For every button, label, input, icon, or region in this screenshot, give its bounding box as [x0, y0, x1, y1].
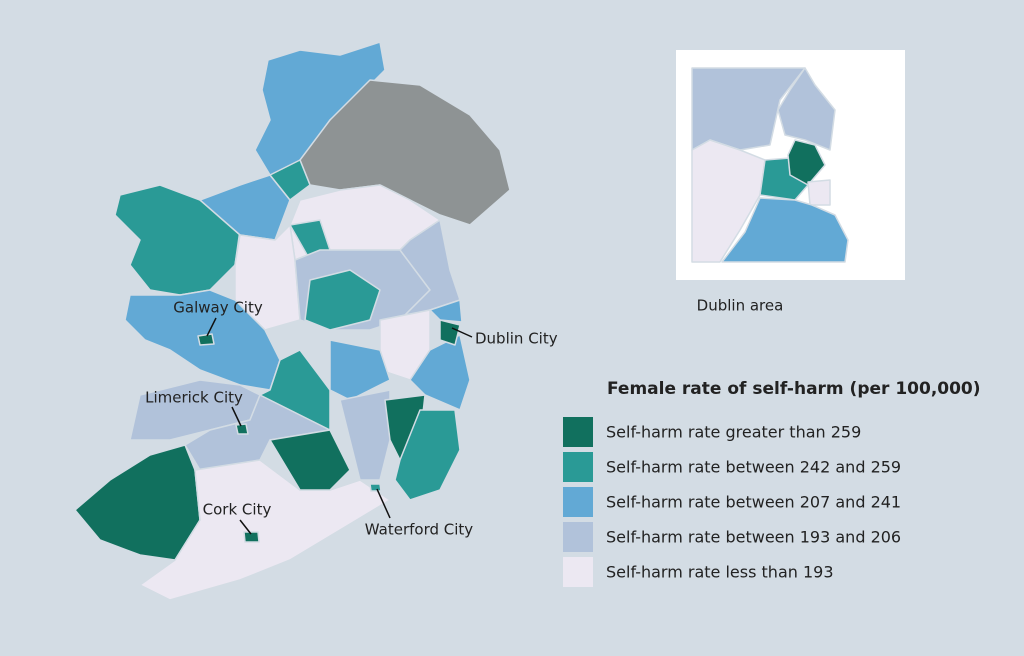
- region: [721, 197, 849, 263]
- legend-label: Self-harm rate less than 193: [606, 563, 834, 582]
- legend-label: Self-harm rate between 193 and 206: [606, 528, 901, 547]
- region: [329, 339, 391, 401]
- legend-swatch: [563, 452, 593, 482]
- region: [807, 179, 831, 206]
- city-marker: [197, 333, 215, 346]
- legend-swatch: [563, 522, 593, 552]
- region: [439, 319, 461, 346]
- region: [409, 334, 471, 411]
- region: [304, 269, 381, 331]
- legend-label: Self-harm rate greater than 259: [606, 423, 861, 442]
- city-label: Cork City: [203, 501, 272, 519]
- city-label: Galway City: [173, 299, 263, 317]
- city-marker: [235, 423, 249, 435]
- region: [269, 429, 351, 491]
- city-marker: [369, 483, 382, 492]
- legend-swatch: [563, 557, 593, 587]
- region: [777, 67, 836, 151]
- legend-swatch: [563, 487, 593, 517]
- region: [269, 159, 311, 201]
- city-label: Limerick City: [145, 389, 243, 407]
- legend-label: Self-harm rate between 207 and 241: [606, 493, 901, 512]
- city-label: Dublin City: [475, 330, 558, 348]
- region: [74, 444, 201, 561]
- leader-line: [206, 317, 217, 337]
- legend-label: Self-harm rate between 242 and 259: [606, 458, 901, 477]
- northern-ireland: [299, 79, 511, 226]
- legend: Self-harm rate greater than 259 Self-harm…: [563, 417, 901, 587]
- region: [259, 349, 331, 431]
- legend-swatch: [563, 417, 593, 447]
- leader-line: [239, 519, 252, 535]
- leader-line: [451, 327, 473, 338]
- city-marker: [243, 531, 260, 543]
- ireland-map: [74, 41, 511, 601]
- legend-title: Female rate of self-harm (per 100,000): [607, 379, 981, 399]
- leader-line: [376, 488, 391, 519]
- city-label: Waterford City: [365, 521, 474, 539]
- dublin-inset: [676, 50, 905, 280]
- inset-label: Dublin area: [697, 297, 784, 315]
- leader-line: [231, 406, 242, 427]
- region: [429, 299, 463, 323]
- region: [394, 409, 461, 501]
- region: [339, 389, 391, 481]
